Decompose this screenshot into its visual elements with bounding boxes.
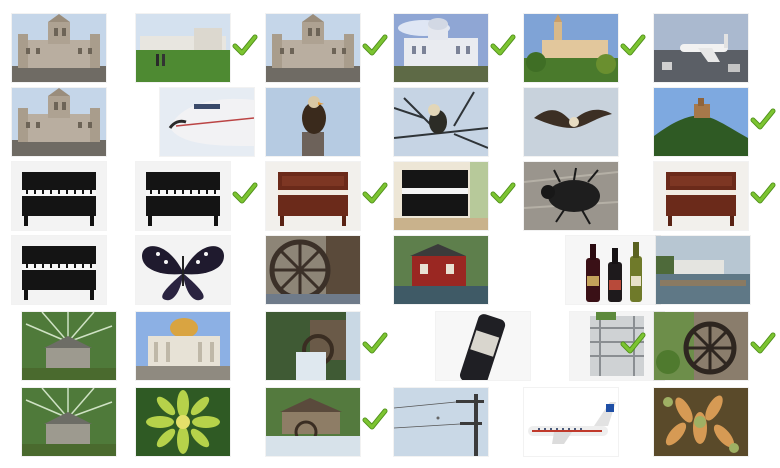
result-image-cell <box>392 86 522 160</box>
checkmark-icon <box>362 180 388 206</box>
result-image-cell <box>522 234 660 308</box>
checkmark-icon <box>232 32 258 58</box>
query-image-cell <box>10 386 140 460</box>
result-image-cell <box>392 386 522 460</box>
result-image-cell <box>652 12 780 86</box>
result-image-cell <box>264 386 394 460</box>
succulent-green-photo-icon[interactable] <box>136 388 230 456</box>
bird-perched-photo-icon[interactable] <box>266 88 360 156</box>
palace-garden-photo-icon[interactable] <box>524 14 618 82</box>
mill-waterfall-photo-icon[interactable] <box>266 312 360 380</box>
checkmark-icon <box>490 32 516 58</box>
water-wheel-garden-photo-icon[interactable] <box>654 312 748 380</box>
result-image-cell <box>392 160 522 234</box>
checkmark-icon <box>750 330 776 356</box>
result-image-cell <box>134 86 264 160</box>
result-image-cell <box>652 310 780 384</box>
forest-cabin-photo-icon[interactable] <box>22 388 116 456</box>
query-image-cell <box>10 12 140 86</box>
piano-brown-photo-icon[interactable] <box>654 162 748 230</box>
result-image-cell <box>134 234 264 308</box>
result-image-cell <box>522 386 652 460</box>
airplane-tarmac-photo-icon[interactable] <box>654 14 748 82</box>
result-image-cell <box>652 160 780 234</box>
hill-castle-photo-icon[interactable] <box>654 88 748 156</box>
checkmark-icon <box>490 180 516 206</box>
forest-cabin-photo-icon[interactable] <box>22 312 116 380</box>
result-row <box>0 12 780 86</box>
result-image-cell <box>652 386 780 460</box>
domed-palace-photo-icon[interactable] <box>136 312 230 380</box>
result-row <box>0 310 780 384</box>
result-image-cell <box>264 160 394 234</box>
result-image-cell <box>522 86 652 160</box>
result-image-cell <box>522 310 664 384</box>
result-image-cell <box>392 310 530 384</box>
result-row <box>0 86 780 160</box>
checkmark-icon <box>750 106 776 132</box>
airplane-nose-photo-icon[interactable] <box>160 88 254 156</box>
checkmark-icon <box>620 330 646 356</box>
result-row <box>0 160 780 234</box>
piano-black-photo-icon[interactable] <box>12 236 106 304</box>
result-row <box>0 386 780 460</box>
result-image-cell <box>392 12 522 86</box>
result-image-cell <box>264 12 394 86</box>
piano-black-photo-icon[interactable] <box>136 162 230 230</box>
result-image-cell <box>134 310 264 384</box>
result-image-cell <box>134 386 264 460</box>
query-image-cell <box>10 86 140 160</box>
checkmark-icon <box>362 406 388 432</box>
query-image-cell <box>10 160 140 234</box>
butterfly-photo-icon[interactable] <box>136 236 230 304</box>
jet-airplane-photo-icon[interactable] <box>524 388 618 456</box>
result-image-cell <box>652 234 780 308</box>
result-image-cell <box>264 86 394 160</box>
palace-photo-icon[interactable] <box>12 14 106 82</box>
bird-flying-photo-icon[interactable] <box>524 88 618 156</box>
succulent-orange-photo-icon[interactable] <box>654 388 748 456</box>
palace-lawn-photo-icon[interactable] <box>136 14 230 82</box>
checkmark-icon <box>362 330 388 356</box>
water-wheel-photo-icon[interactable] <box>266 236 360 304</box>
checkmark-icon <box>750 180 776 206</box>
checkmark-icon <box>362 32 388 58</box>
bird-branch-photo-icon[interactable] <box>394 88 488 156</box>
beetle-photo-icon[interactable] <box>524 162 618 230</box>
red-mill-photo-icon[interactable] <box>394 236 488 304</box>
result-image-cell <box>392 234 522 308</box>
result-image-cell <box>522 160 652 234</box>
palace-photo-icon[interactable] <box>12 88 106 156</box>
pier-house-photo-icon[interactable] <box>656 236 750 304</box>
result-image-cell <box>134 12 264 86</box>
power-pole-photo-icon[interactable] <box>394 388 488 456</box>
result-image-cell <box>264 310 394 384</box>
result-image-cell <box>134 160 264 234</box>
piano-black-photo-icon[interactable] <box>12 162 106 230</box>
piano-brown-photo-icon[interactable] <box>266 162 360 230</box>
checkmark-icon <box>620 32 646 58</box>
palace-photo-icon[interactable] <box>266 14 360 82</box>
mill-stream-photo-icon[interactable] <box>266 388 360 456</box>
result-image-cell <box>652 86 780 160</box>
result-image-cell <box>522 12 652 86</box>
query-image-cell <box>10 310 140 384</box>
checkmark-icon <box>232 180 258 206</box>
dish-rack-photo-icon[interactable] <box>570 312 664 380</box>
result-row <box>0 234 780 308</box>
query-image-cell <box>10 234 140 308</box>
wine-bottles-photo-icon[interactable] <box>566 236 660 304</box>
white-palace-photo-icon[interactable] <box>394 14 488 82</box>
piano-room-photo-icon[interactable] <box>394 162 488 230</box>
wine-bottle-closeup-photo-icon[interactable] <box>436 312 530 380</box>
result-image-cell <box>264 234 394 308</box>
